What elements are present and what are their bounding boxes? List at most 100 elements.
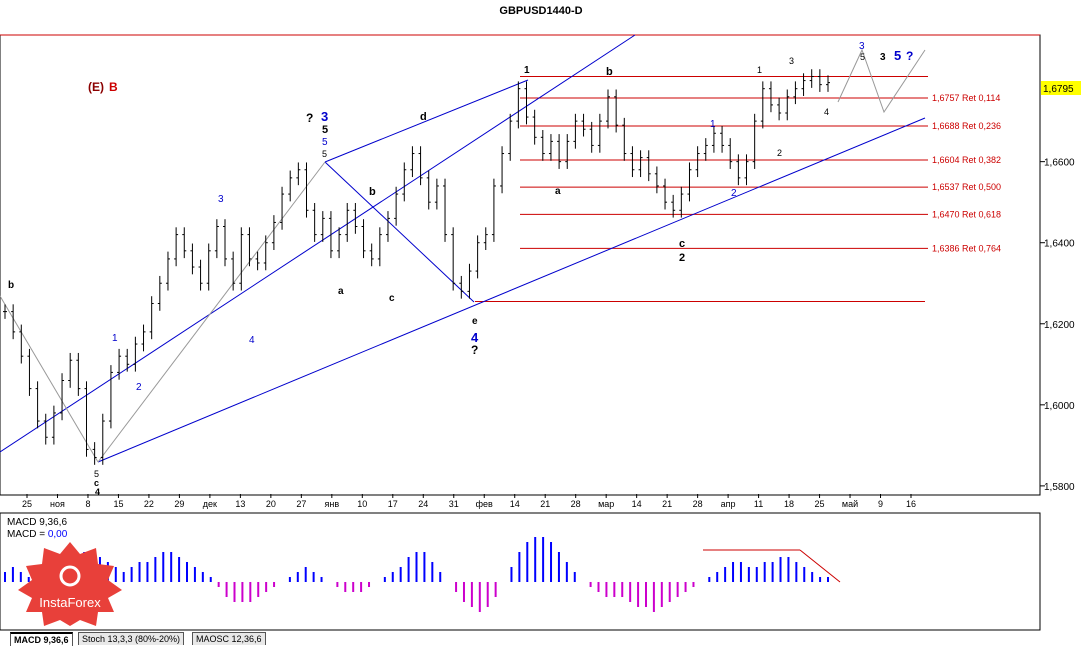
- date-tick-label: 8: [85, 499, 90, 509]
- wave-3-blue-left: 3: [218, 194, 224, 205]
- date-tick-label: 14: [632, 499, 642, 509]
- wave-4-small: 4: [824, 107, 829, 117]
- wave-label-e: (E): [88, 80, 104, 94]
- date-tick-label: 25: [22, 499, 32, 509]
- date-axis: 25 ноя 8 15 22 29 дек 13 20 27 янв 10 17 24 31 фев 14 21 2…: [22, 494, 916, 509]
- date-tick-label: янв: [325, 499, 340, 509]
- date-tick-label: 25: [815, 499, 825, 509]
- indicator-tab-bar: MACD 9,36,6 Stoch 13,3,3 (80%-20%) MAOSC…: [0, 630, 1082, 646]
- wave-1-top: 1: [524, 65, 530, 76]
- projection-path: [837, 48, 926, 114]
- date-tick-label: 27: [296, 499, 306, 509]
- wave-b-left: b: [8, 280, 14, 291]
- date-tick-label: апр: [721, 499, 736, 509]
- wave-q-1: ?: [306, 111, 313, 125]
- tab-macd[interactable]: MACD 9,36,6: [10, 632, 73, 646]
- wave-label-b-red: B: [109, 80, 118, 94]
- date-tick-label: 20: [266, 499, 276, 509]
- date-tick-label: 24: [418, 499, 428, 509]
- macd-value: 0,00: [48, 529, 68, 540]
- tab-maosc[interactable]: MAOSC 12,36,6: [192, 632, 266, 645]
- wave-5-b: 5: [322, 137, 328, 148]
- wave-3-small: 3: [789, 56, 794, 66]
- price-tick-label: 1,6400: [1044, 239, 1075, 250]
- upper-channel-line: [0, 34, 636, 453]
- date-tick-label: 14: [510, 499, 520, 509]
- tab-stoch[interactable]: Stoch 13,3,3 (80%-20%): [78, 632, 185, 645]
- date-tick-label: фев: [476, 499, 493, 509]
- logo-emblem: [59, 565, 81, 587]
- price-tick-label: 1,6000: [1044, 401, 1075, 412]
- fib-label: 1,6537 Ret 0,500: [932, 182, 1001, 192]
- wave-4-blue-left: 4: [249, 335, 255, 346]
- wave-d-1: d: [420, 111, 427, 123]
- date-tick-label: мар: [598, 499, 614, 509]
- macd-label: MACD 9,36,6: [7, 517, 67, 528]
- logo-text: InstaForex: [39, 595, 101, 610]
- date-tick-label: 16: [906, 499, 916, 509]
- fib-label: 1,6604 Ret 0,382: [932, 155, 1001, 165]
- date-tick-label: 11: [754, 499, 763, 509]
- wave-4-blue: 4: [471, 330, 479, 345]
- fib-label: 1,6386 Ret 0,764: [932, 243, 1001, 253]
- date-tick-label: 28: [693, 499, 703, 509]
- wave-5-c: 5: [322, 149, 327, 159]
- wave-2-blue-left: 2: [136, 382, 142, 393]
- date-tick-label: 15: [113, 499, 123, 509]
- wave-5-top-right: 5: [894, 48, 901, 63]
- wave-c-1: c: [389, 293, 395, 304]
- date-tick-label: ноя: [50, 499, 65, 509]
- date-tick-label: 31: [449, 499, 459, 509]
- price-tag-bg: [1041, 81, 1081, 95]
- wave-q-2: ?: [471, 343, 478, 357]
- gray-line-2: [97, 161, 326, 463]
- fib-label: 1,6470 Ret 0,618: [932, 209, 1001, 219]
- macd-value-prefix: MACD =: [7, 529, 48, 540]
- wave-5-bottom: 5: [94, 469, 99, 479]
- date-tick-label: 21: [540, 499, 550, 509]
- wave-5-a: 5: [322, 124, 328, 136]
- wave-4-bottom: 4: [95, 487, 100, 497]
- wave-a-1: a: [338, 286, 344, 297]
- chart-title: GBPUSD1440-D: [499, 5, 582, 17]
- wave-connector-1: [324, 161, 475, 303]
- wave-2-blue-2: 2: [731, 188, 737, 199]
- gray-line-1: [0, 295, 99, 463]
- wave-b-1: b: [369, 186, 376, 198]
- wave-2-small: 2: [777, 148, 782, 158]
- wave-3-top-right: 3: [880, 52, 886, 63]
- price-tick-label: 1,5800: [1044, 482, 1075, 493]
- wave-connector-2: [324, 79, 529, 163]
- date-tick-label: 10: [357, 499, 367, 509]
- wave-c-2: c: [679, 238, 685, 250]
- date-tick-label: 18: [784, 499, 794, 509]
- channel-lines: [0, 34, 926, 463]
- date-tick-label: 22: [144, 499, 154, 509]
- date-tick-label: 13: [235, 499, 245, 509]
- instaforex-logo: InstaForex: [18, 542, 122, 626]
- wave-c-bottom: c: [94, 478, 99, 488]
- price-axis: 1,6600 1,6400 1,6200 1,6000 1,5800: [1040, 158, 1075, 493]
- lower-channel-line: [97, 117, 926, 463]
- wave-1-blue-left: 1: [112, 333, 118, 344]
- wave-3-blue-top: 3: [859, 41, 865, 52]
- date-tick-label: дек: [203, 499, 217, 509]
- wave-1-small: 1: [757, 65, 762, 75]
- price-tick-label: 1,6600: [1044, 158, 1075, 169]
- fib-label: 1,6688 Ret 0,236: [932, 121, 1001, 131]
- fib-levels: 1,6757 Ret 0,114 1,6688 Ret 0,236 1,6604 R…: [475, 76, 1001, 302]
- current-price: 1,6795: [1043, 84, 1074, 95]
- wave-b-2: b: [606, 66, 613, 78]
- date-tick-label: 29: [174, 499, 184, 509]
- price-tick-label: 1,6200: [1044, 320, 1075, 331]
- date-tick-label: 9: [878, 499, 883, 509]
- date-tick-label: 17: [388, 499, 398, 509]
- wave-3-blue: 3: [321, 109, 328, 124]
- wave-5-small-top: 5: [860, 52, 865, 62]
- date-tick-label: май: [842, 499, 858, 509]
- macd-value-label: MACD = 0,00: [7, 529, 68, 540]
- date-tick-label: 21: [662, 499, 672, 509]
- macd-histogram: [4, 537, 829, 612]
- wave-a-2: a: [555, 186, 561, 197]
